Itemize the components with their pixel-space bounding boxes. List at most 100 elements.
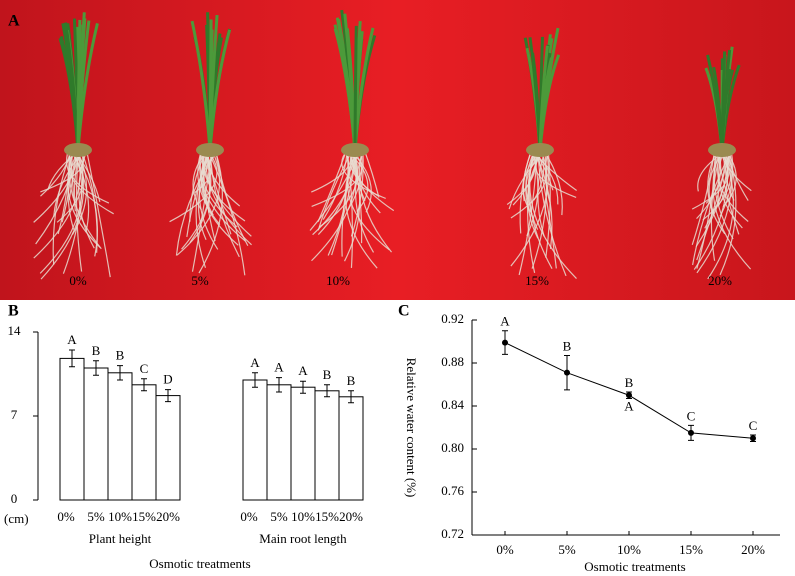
plants <box>33 9 752 280</box>
x-tick-label: 5% <box>270 509 288 524</box>
root <box>62 149 84 274</box>
root <box>85 149 111 278</box>
y-tick-label: 0.80 <box>441 440 464 455</box>
x-axis-title: Osmotic treatments <box>149 556 250 571</box>
y-tick-label: 0 <box>11 491 18 506</box>
line <box>504 342 754 439</box>
y-tick-label: 0.76 <box>441 483 464 498</box>
treatment-label: 10% <box>326 273 350 288</box>
panel-label: C <box>398 303 410 320</box>
x-axis-title: Osmotic treatments <box>584 559 685 574</box>
bar <box>131 384 157 501</box>
x-tick-label: 10% <box>108 509 132 524</box>
significance-letter: B <box>563 338 572 353</box>
x-tick-label: 0% <box>496 542 514 557</box>
significance-letter: C <box>140 361 149 376</box>
error-bar <box>276 377 282 393</box>
significance-letter: C <box>749 418 758 433</box>
significance-letter: D <box>163 372 172 387</box>
significance-letter: C <box>687 408 696 423</box>
root <box>710 149 722 261</box>
bar <box>155 395 181 501</box>
point <box>750 435 756 442</box>
y-tick-label: 0.88 <box>441 354 464 369</box>
root <box>202 149 246 222</box>
root <box>691 149 716 245</box>
crown <box>64 143 92 157</box>
treatment-label: 15% <box>525 273 549 288</box>
x-tick-label: 10% <box>617 542 641 557</box>
root <box>322 149 348 220</box>
root <box>176 149 221 256</box>
treatment-label: 0% <box>69 273 87 288</box>
root <box>198 149 223 274</box>
root <box>175 149 218 256</box>
leaf <box>538 57 553 151</box>
root <box>198 149 219 250</box>
point <box>626 392 632 399</box>
category-label: Main root length <box>259 531 347 546</box>
bar <box>83 367 109 501</box>
crown <box>708 143 736 157</box>
crown <box>526 143 554 157</box>
x-tick-label: 0% <box>240 509 258 524</box>
root <box>537 149 567 277</box>
error-bar <box>348 390 354 404</box>
root <box>526 149 536 273</box>
error-bar <box>324 384 330 398</box>
bar <box>242 379 268 501</box>
root <box>536 149 557 269</box>
crown <box>196 143 224 157</box>
treatment-labels: 0% 5% 10% 15% 20% <box>69 273 732 288</box>
leaf <box>76 20 91 151</box>
error-bar <box>141 378 147 392</box>
root <box>331 149 359 256</box>
x-tick-label: 15% <box>315 509 339 524</box>
x-tick-label: 20% <box>741 542 765 557</box>
error-bar <box>69 349 75 368</box>
treatment-label: 20% <box>708 273 732 288</box>
root <box>209 149 240 258</box>
root <box>66 149 114 215</box>
leaf <box>208 19 213 151</box>
x-tick-label: 15% <box>132 509 156 524</box>
x-tick-label: 20% <box>156 509 180 524</box>
y-unit: (cm) <box>4 511 29 526</box>
significance-letter-lower: A <box>624 398 634 413</box>
root <box>317 149 354 231</box>
treatment-label: 5% <box>191 273 209 288</box>
significance-letter: B <box>625 375 634 390</box>
point <box>564 369 570 376</box>
error-bar <box>117 365 123 381</box>
y-tick-label: 0.72 <box>441 526 464 541</box>
leaf <box>712 66 724 151</box>
bar <box>338 396 364 501</box>
significance-letter: B <box>323 367 332 382</box>
root <box>347 149 390 251</box>
error-bar <box>252 372 258 388</box>
bar <box>266 384 292 501</box>
root <box>545 149 551 258</box>
point <box>502 339 508 346</box>
bar <box>290 386 316 501</box>
root <box>702 149 732 221</box>
significance-letter: A <box>500 314 510 329</box>
chart-b: B 0 7 14 (cm) A 0% B 5% B 10% C 15% D 20% Plant height A… <box>4 303 364 571</box>
significance-letter: A <box>274 360 284 375</box>
crown <box>341 143 369 157</box>
root <box>712 149 752 270</box>
root <box>693 149 729 270</box>
y-tick-label: 0.84 <box>441 397 464 412</box>
chart-c: C 0.72 0.76 0.80 0.84 0.88 0.92 Relative water … <box>398 303 780 574</box>
root <box>80 149 98 253</box>
significance-letter: B <box>116 348 125 363</box>
significance-letter: A <box>67 332 77 347</box>
panel-label: B <box>8 303 19 320</box>
root <box>704 149 731 229</box>
root <box>56 149 84 223</box>
point <box>688 429 694 436</box>
x-tick-label: 0% <box>57 509 75 524</box>
significance-letter: A <box>298 363 308 378</box>
root <box>207 149 246 276</box>
